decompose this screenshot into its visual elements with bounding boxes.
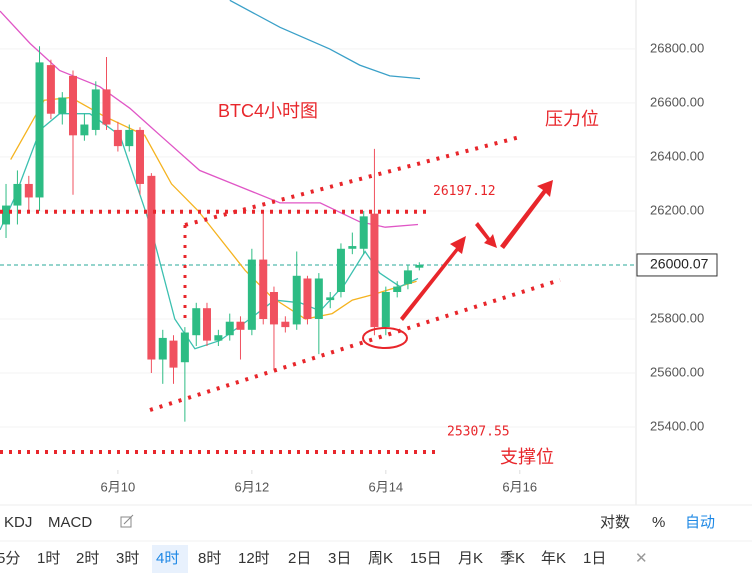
chart-title: BTC4小时图 — [218, 101, 318, 121]
candle-body — [13, 183, 22, 206]
indicator-tab[interactable]: KDJ — [4, 514, 32, 531]
option[interactable]: 自动 — [685, 514, 715, 531]
candle-body — [336, 248, 345, 292]
candle-body — [2, 205, 11, 225]
candle-body — [292, 275, 301, 325]
period-tab[interactable]: 5分 — [0, 550, 20, 567]
candle-body — [281, 321, 290, 328]
arrow — [500, 180, 553, 249]
candle-body — [247, 259, 256, 330]
arrow — [475, 222, 497, 248]
candle-body — [348, 246, 357, 249]
period-tab[interactable]: 4时 — [156, 550, 179, 567]
ma-line — [0, 10, 419, 228]
option[interactable]: % — [652, 514, 665, 531]
candle-body — [359, 216, 368, 249]
edit-icon — [123, 514, 134, 525]
x-tick-label: 6月16 — [502, 479, 537, 494]
period-tab[interactable]: 年K — [541, 550, 566, 567]
period-tab[interactable]: 3时 — [116, 550, 139, 567]
indicator-tab[interactable]: MACD — [48, 514, 92, 531]
candle-body — [225, 321, 234, 336]
candle-body — [326, 297, 335, 301]
candle-body — [91, 89, 100, 130]
y-tick-label: 25800.00 — [650, 310, 704, 325]
y-tick-label: 26400.00 — [650, 148, 704, 163]
candle-body — [58, 97, 67, 114]
period-tab[interactable]: 12时 — [238, 550, 270, 567]
candle-body — [415, 264, 424, 268]
period-tab[interactable]: 15日 — [410, 550, 442, 567]
candle-body — [46, 65, 55, 114]
candle-body — [370, 213, 379, 328]
arrow — [400, 236, 466, 321]
highlight-ellipse — [362, 327, 408, 349]
candle-body — [102, 89, 111, 125]
x-tick-label: 6月10 — [101, 479, 136, 494]
level-label: 26197.12 — [433, 184, 496, 199]
candle-body — [303, 278, 312, 320]
trend-line — [149, 278, 561, 412]
candle-body — [35, 62, 44, 198]
period-tab[interactable]: 1时 — [37, 550, 60, 567]
period-tab[interactable]: 8时 — [198, 550, 221, 567]
annotation: 压力位 — [545, 109, 599, 129]
candle-body — [214, 335, 223, 341]
y-tick-label: 26200.00 — [650, 202, 704, 217]
y-tick-label: 26800.00 — [650, 40, 704, 55]
period-tab[interactable]: 2时 — [76, 550, 99, 567]
candle-body — [381, 291, 390, 328]
y-tick-label: 26600.00 — [650, 94, 704, 109]
candle-body — [180, 332, 189, 363]
candle-body — [393, 286, 402, 292]
candle-body — [135, 129, 144, 184]
candle-body — [259, 259, 268, 320]
period-tab[interactable]: 1日 — [583, 550, 606, 567]
last-price-box — [636, 253, 718, 277]
x-tick-label: 6月12 — [235, 479, 270, 494]
level-label: 25307.55 — [447, 425, 510, 440]
period-tab[interactable]: 季K — [500, 550, 525, 567]
candle-body — [125, 129, 134, 147]
period-highlight — [152, 545, 188, 573]
period-tab[interactable]: 月K — [458, 550, 483, 567]
candle-body — [69, 75, 78, 136]
candle-body — [314, 278, 323, 320]
candle-body — [158, 337, 167, 360]
x-tick-label: 6月14 — [368, 479, 403, 494]
candle-body — [192, 308, 201, 336]
period-tab[interactable]: 周K — [368, 550, 393, 567]
annotation: 支撑位 — [500, 447, 554, 467]
edit-icon[interactable] — [120, 516, 132, 528]
ma-line — [10, 96, 417, 320]
ma-line — [229, 0, 421, 80]
candle-body — [113, 129, 122, 147]
candle-body — [403, 270, 412, 284]
close-icon[interactable]: ✕ — [635, 550, 648, 567]
candle-body — [24, 183, 33, 198]
y-tick-label: 25400.00 — [650, 418, 704, 433]
period-tab[interactable]: 3日 — [328, 550, 351, 567]
candle-body — [202, 308, 211, 341]
last-price-label: 26000.07 — [650, 256, 709, 272]
candle-body — [169, 340, 178, 368]
option[interactable]: 对数 — [600, 514, 630, 531]
candle-body — [269, 291, 278, 325]
y-tick-label: 25600.00 — [650, 364, 704, 379]
candle-body — [80, 124, 89, 136]
period-tab[interactable]: 2日 — [288, 550, 311, 567]
candle-body — [147, 175, 156, 360]
candle-body — [236, 321, 245, 330]
